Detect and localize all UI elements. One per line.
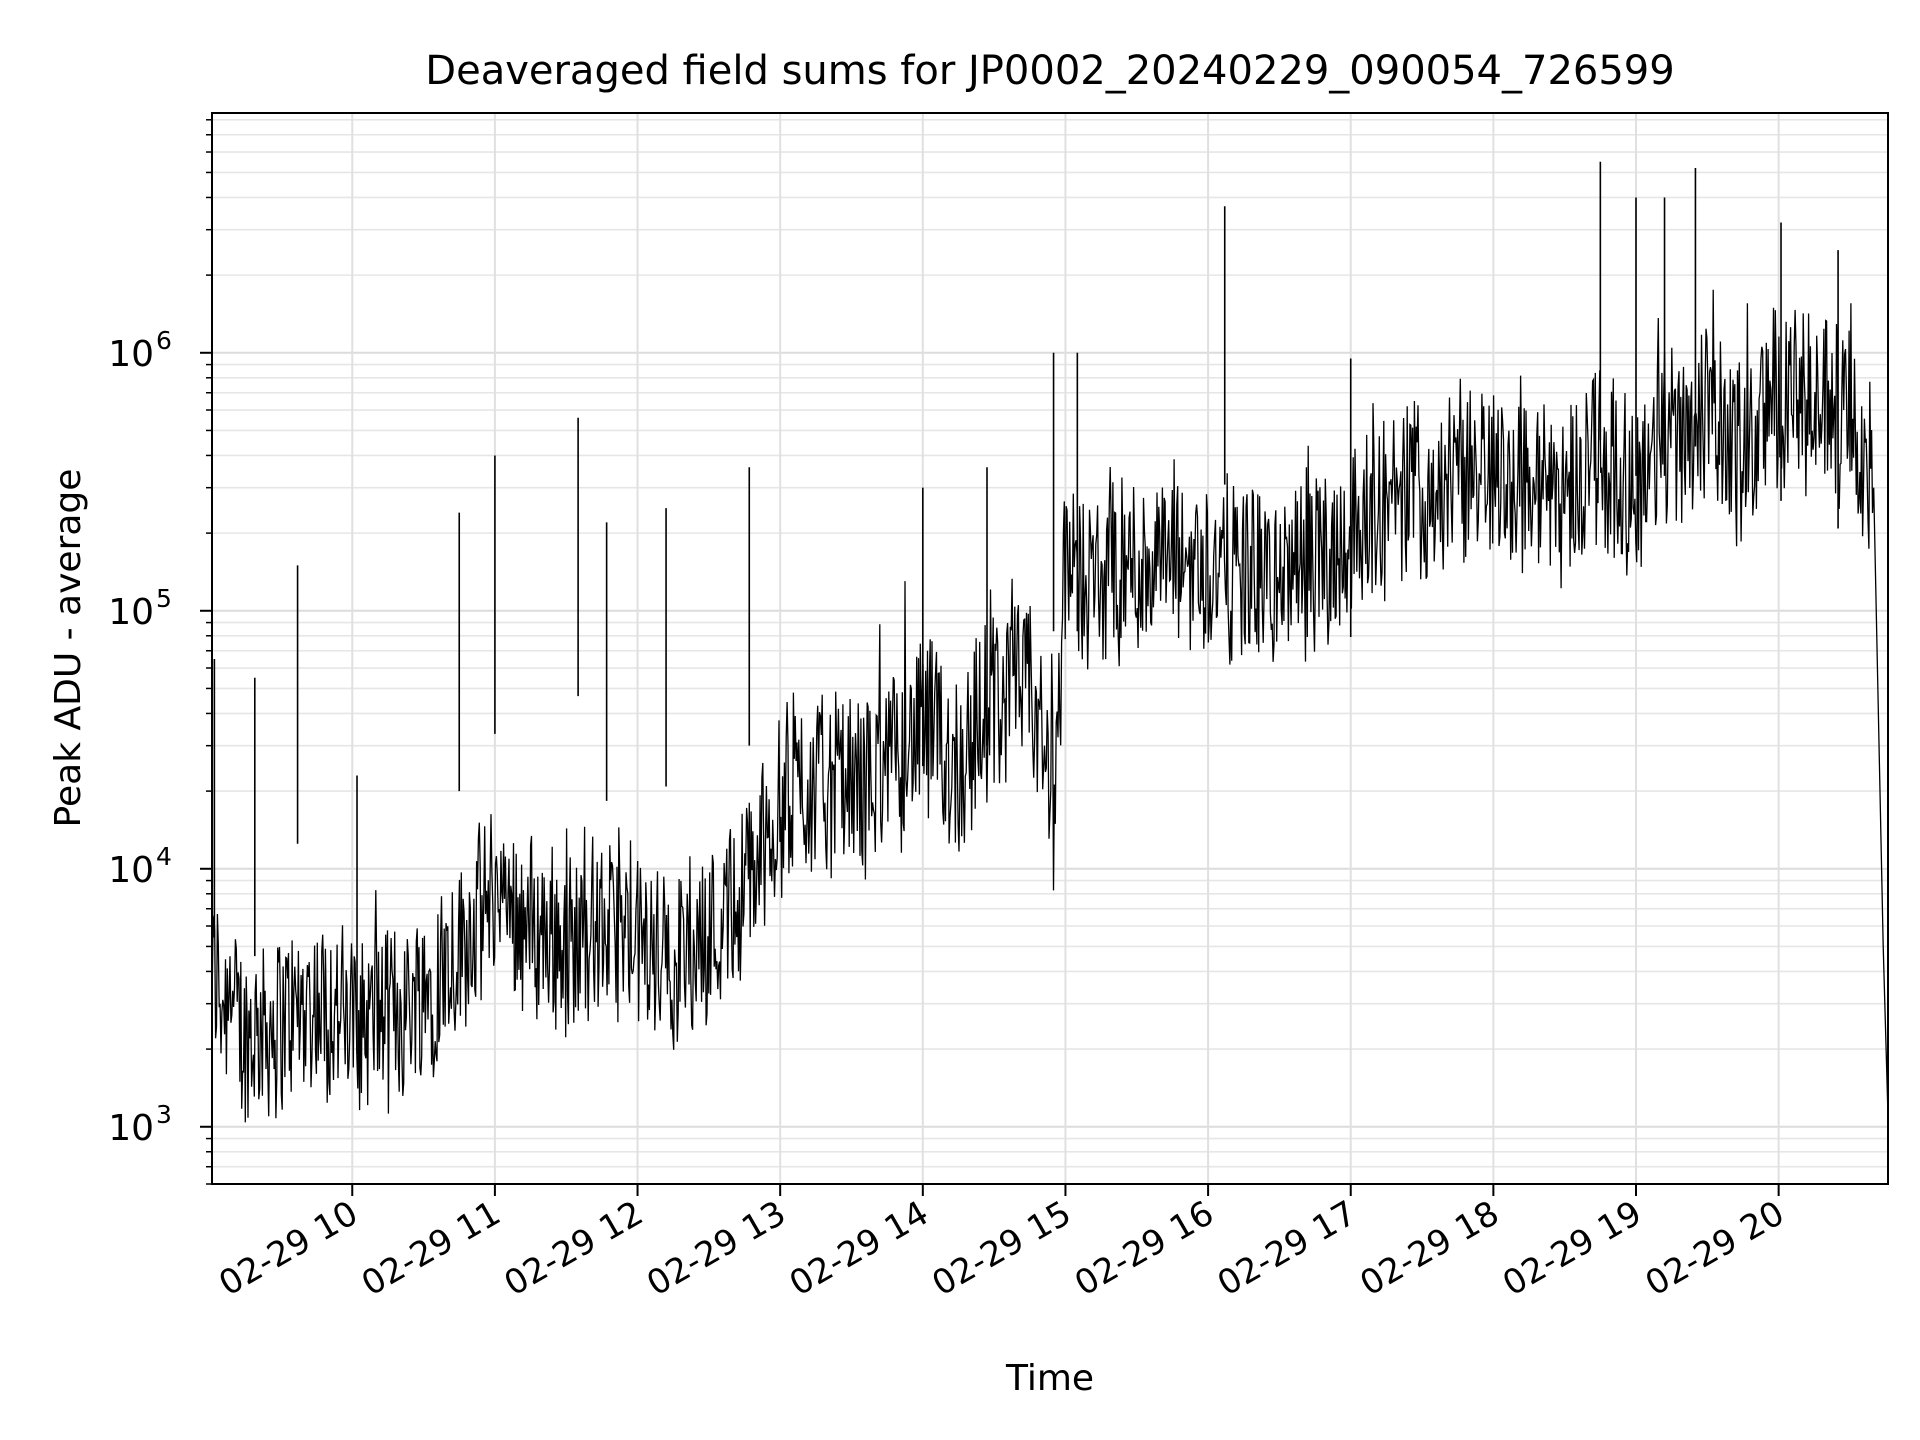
x-axis-label: Time [1005,1358,1094,1399]
y-tick-label: 10 [108,1108,154,1149]
y-tick-label: 10 [108,592,154,633]
y-tick-exponent: 4 [156,842,172,871]
y-tick-exponent: 5 [156,584,172,613]
series-line [211,289,1889,1123]
plot-frame [211,112,1889,1185]
grid [212,113,1888,1185]
y-tick-exponent: 3 [156,1100,172,1129]
chart-title: Deaveraged field sums for JP0002_2024022… [425,48,1674,94]
y-tick-exponent: 6 [156,326,172,355]
data-series [211,161,1889,1123]
y-tick-label: 10 [108,334,154,375]
y-tick-label: 10 [108,850,154,891]
y-axis-label: Peak ADU - average [48,469,89,828]
